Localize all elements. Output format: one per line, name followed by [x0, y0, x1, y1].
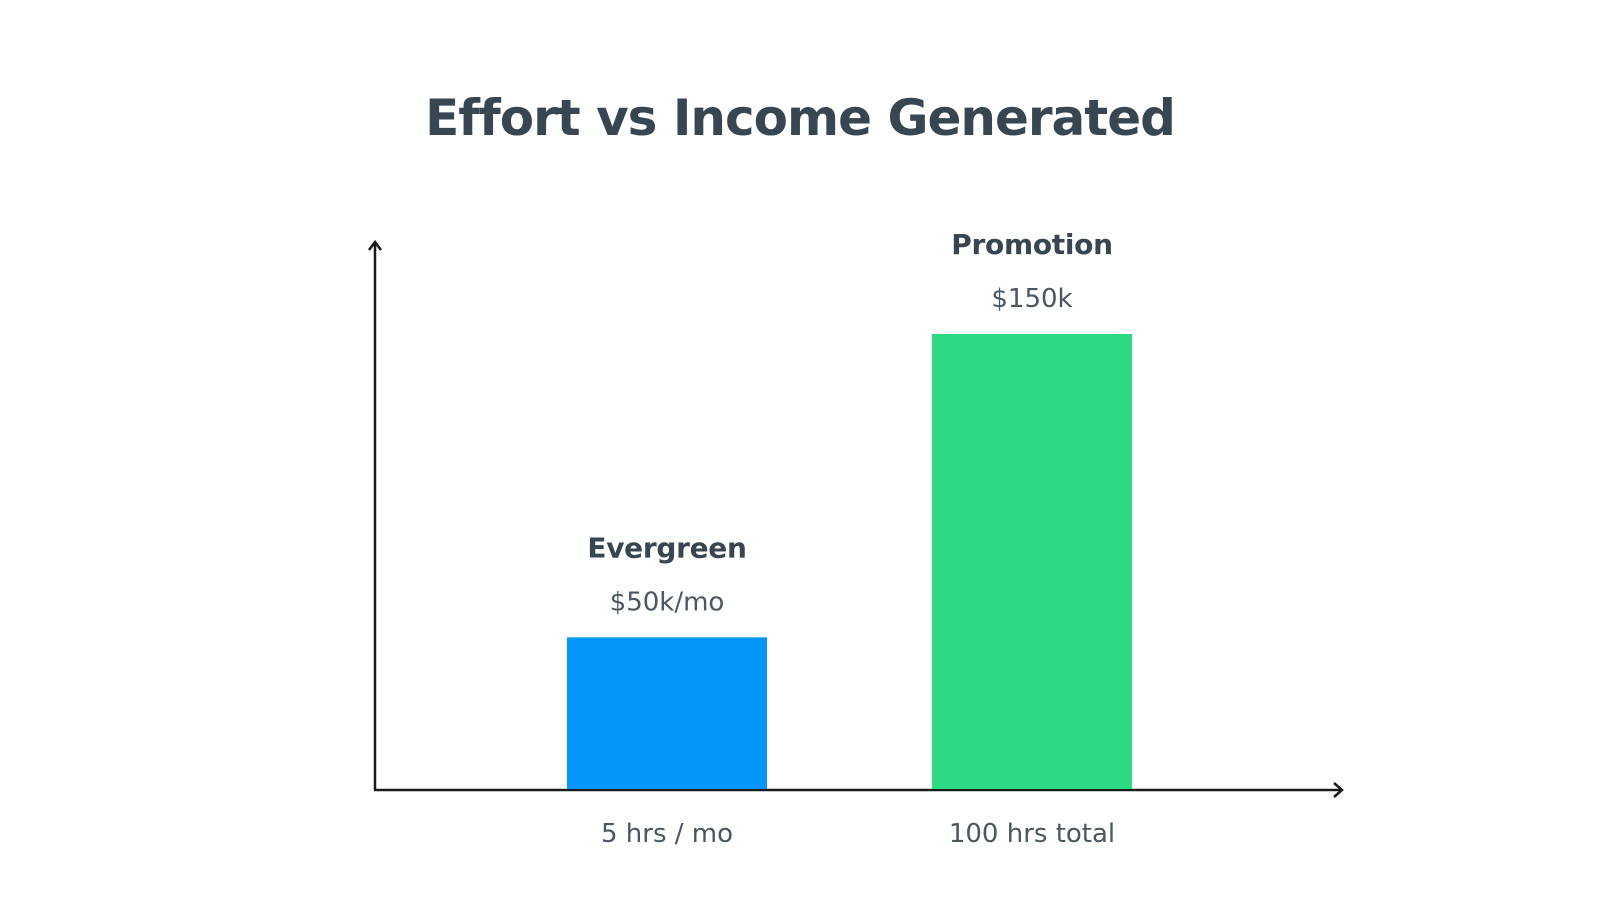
y-axis-arrow-icon [368, 239, 382, 251]
bar-value-label: $50k/mo [610, 587, 725, 617]
bar-name-label: Evergreen [587, 531, 746, 564]
bars: $50k/mo Evergreen 5 hrs / mo $150k Promotion… [567, 228, 1132, 849]
chart-title: Effort vs Income Generated [425, 89, 1175, 147]
bar-name-label: Promotion [951, 228, 1112, 261]
x-tick-label: 100 hrs total [949, 819, 1115, 849]
bar-value-label: $150k [991, 284, 1072, 314]
bar-evergreen [567, 637, 767, 789]
x-axis-arrow-icon [1333, 782, 1344, 798]
x-tick-label: 5 hrs / mo [601, 819, 733, 849]
bar-promotion [932, 334, 1132, 789]
axes [368, 239, 1344, 798]
